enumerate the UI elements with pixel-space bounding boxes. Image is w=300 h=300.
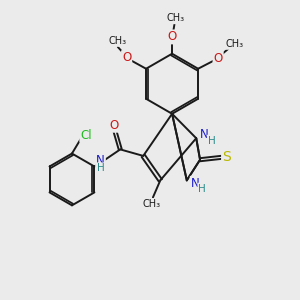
Text: N: N xyxy=(191,177,200,190)
Text: H: H xyxy=(198,184,206,194)
Text: O: O xyxy=(214,52,223,64)
Text: Cl: Cl xyxy=(80,129,92,142)
Text: CH₃: CH₃ xyxy=(142,199,160,209)
Text: O: O xyxy=(122,51,131,64)
Text: S: S xyxy=(222,150,231,164)
Text: CH₃: CH₃ xyxy=(108,36,126,46)
Text: H: H xyxy=(208,136,215,146)
Text: CH₃: CH₃ xyxy=(226,39,244,49)
Text: O: O xyxy=(110,119,119,132)
Text: N: N xyxy=(96,154,105,167)
Text: O: O xyxy=(167,30,177,44)
Text: N: N xyxy=(200,128,209,141)
Text: H: H xyxy=(97,163,104,173)
Text: CH₃: CH₃ xyxy=(167,14,185,23)
